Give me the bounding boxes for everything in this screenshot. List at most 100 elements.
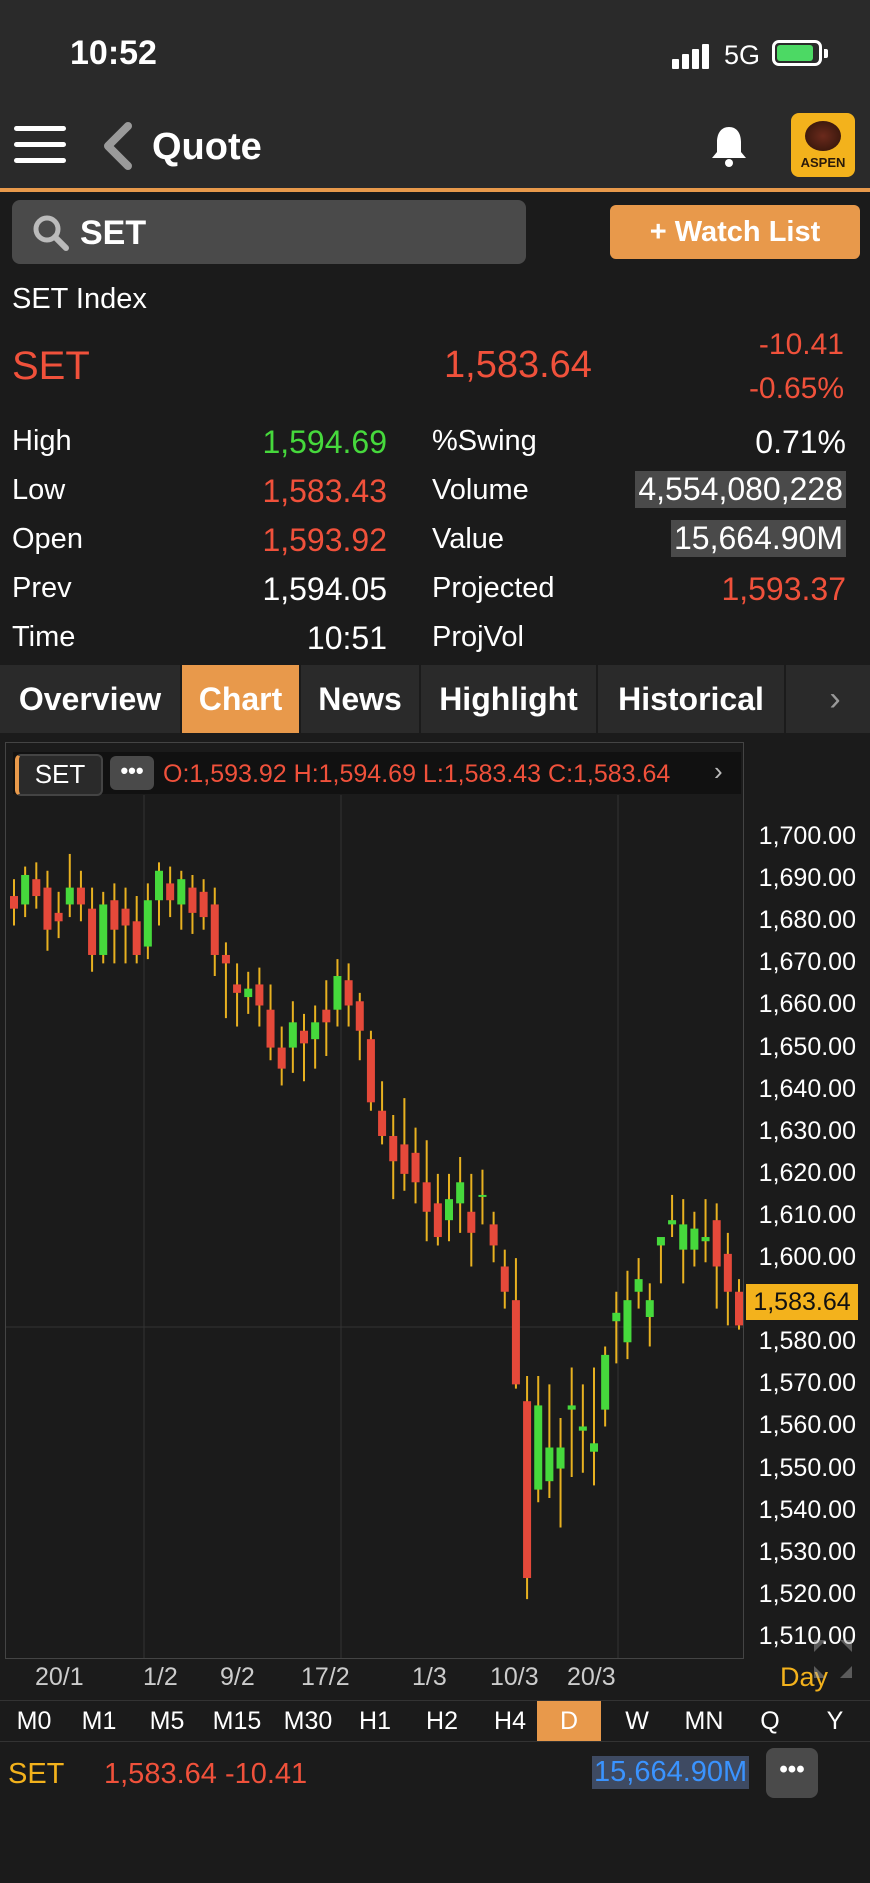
chart-area[interactable] bbox=[5, 742, 744, 1659]
candle bbox=[601, 1346, 610, 1427]
candle bbox=[155, 862, 163, 926]
candle-body bbox=[489, 1224, 498, 1246]
tab-chart[interactable]: Chart bbox=[182, 665, 301, 733]
candle-body bbox=[389, 1135, 398, 1162]
candle-body bbox=[65, 887, 74, 905]
candle bbox=[54, 891, 63, 939]
candle-body bbox=[76, 887, 85, 905]
candle-body bbox=[21, 874, 30, 905]
candle-body bbox=[300, 1030, 308, 1044]
candle bbox=[612, 1291, 621, 1364]
low-value: 1,583.43 bbox=[262, 473, 387, 509]
tab-overview[interactable]: Overview bbox=[0, 665, 182, 733]
tab-highlight[interactable]: Highlight bbox=[421, 665, 598, 733]
candle bbox=[567, 1367, 576, 1477]
candle-body bbox=[110, 900, 119, 930]
candle bbox=[76, 870, 85, 922]
chart-symbol-chip[interactable]: SET bbox=[15, 754, 103, 796]
candle-body bbox=[679, 1224, 688, 1250]
candle bbox=[422, 1140, 431, 1242]
candle-body bbox=[121, 908, 130, 926]
candle bbox=[578, 1384, 587, 1473]
candle-body bbox=[188, 887, 197, 913]
date-tick-label: 9/2 bbox=[220, 1663, 255, 1691]
candle-body bbox=[143, 900, 152, 947]
candle-body bbox=[221, 954, 230, 964]
candle bbox=[679, 1199, 688, 1284]
date-tick-label: 17/2 bbox=[301, 1663, 350, 1691]
timeframe-y[interactable]: Y bbox=[826, 1707, 844, 1735]
tab-news[interactable]: News bbox=[301, 665, 421, 733]
candle bbox=[723, 1232, 732, 1326]
candle-body bbox=[668, 1220, 677, 1225]
tab-scroll-right-icon[interactable]: › bbox=[800, 665, 870, 733]
timeframe-m0[interactable]: M0 bbox=[16, 1707, 52, 1735]
timeframe-h4[interactable]: H4 bbox=[494, 1707, 526, 1735]
price-tick-label: 1,610.00 bbox=[758, 1200, 856, 1229]
candle-body bbox=[233, 984, 242, 993]
tab-historical[interactable]: Historical bbox=[598, 665, 786, 733]
candle-body bbox=[244, 988, 253, 998]
candle-body bbox=[411, 1152, 420, 1183]
candle bbox=[266, 984, 275, 1061]
candle-body bbox=[701, 1237, 710, 1242]
timeframe-h1[interactable]: H1 bbox=[359, 1707, 391, 1735]
candle bbox=[143, 883, 152, 960]
timeframe-m15[interactable]: M15 bbox=[212, 1707, 262, 1735]
prev-value: 1,594.05 bbox=[262, 571, 387, 607]
candle bbox=[244, 971, 253, 1014]
candlestick-chart bbox=[6, 795, 743, 1658]
date-axis: 20/1 1/2 9/2 17/2 1/3 10/3 20/3 bbox=[5, 1659, 744, 1699]
candle bbox=[199, 879, 208, 930]
candle-body bbox=[210, 904, 219, 955]
candle bbox=[511, 1258, 520, 1389]
timeframe-d[interactable]: D bbox=[537, 1701, 601, 1741]
chart-ohlc-readout: O:1,593.92 H:1,594.69 L:1,583.43 C:1,583… bbox=[163, 760, 671, 788]
candle-body bbox=[32, 879, 41, 897]
candle bbox=[188, 874, 197, 934]
back-chevron-icon[interactable] bbox=[102, 122, 136, 179]
candle-body bbox=[500, 1266, 509, 1292]
chart-options-button[interactable]: ••• bbox=[110, 756, 154, 790]
candle-body bbox=[132, 921, 141, 955]
candle-body bbox=[177, 879, 186, 905]
volume-value: 4,554,080,228 bbox=[635, 471, 846, 508]
open-value: 1,593.92 bbox=[262, 522, 387, 558]
timeframe-m5[interactable]: M5 bbox=[149, 1707, 185, 1735]
footer-more-button[interactable]: ••• bbox=[766, 1748, 818, 1798]
timeframe-m1[interactable]: M1 bbox=[81, 1707, 117, 1735]
candle-body bbox=[266, 1009, 275, 1048]
high-label: High bbox=[12, 425, 72, 457]
value-value: 15,664.90M bbox=[670, 520, 846, 557]
ohlc-scroll-icon[interactable]: › bbox=[714, 756, 723, 786]
battery-cap bbox=[824, 49, 828, 58]
aspen-logo[interactable]: ASPEN bbox=[791, 113, 855, 177]
timeframe-q[interactable]: Q bbox=[760, 1707, 780, 1735]
bell-icon[interactable] bbox=[707, 122, 751, 170]
signal-icon bbox=[672, 44, 712, 69]
candle bbox=[288, 1001, 297, 1073]
price-tick-label: 1,630.00 bbox=[758, 1116, 856, 1145]
price-tick-label: 1,670.00 bbox=[758, 948, 856, 977]
price-tick-label: 1,620.00 bbox=[758, 1158, 856, 1187]
timeframe-mn[interactable]: MN bbox=[684, 1707, 724, 1735]
candle-body bbox=[355, 1001, 364, 1031]
candle-body bbox=[511, 1300, 520, 1385]
expand-icon[interactable] bbox=[808, 1634, 858, 1684]
candle-body bbox=[333, 976, 342, 1010]
search-input[interactable]: SET bbox=[12, 200, 526, 264]
footer-value: 15,664.90M bbox=[592, 1756, 750, 1789]
candle bbox=[300, 1013, 308, 1082]
candle bbox=[32, 862, 41, 909]
timeframe-m30[interactable]: M30 bbox=[283, 1707, 333, 1735]
candle bbox=[389, 1114, 398, 1200]
timeframe-w[interactable]: W bbox=[625, 1707, 649, 1735]
high-value: 1,594.69 bbox=[262, 424, 387, 460]
menu-icon[interactable] bbox=[14, 126, 66, 170]
time-label: Time bbox=[12, 621, 76, 653]
candle bbox=[277, 1026, 286, 1086]
candle bbox=[99, 891, 108, 964]
timeframe-h2[interactable]: H2 bbox=[426, 1707, 458, 1735]
candle-body bbox=[311, 1022, 320, 1040]
add-watch-list-button[interactable]: + Watch List bbox=[610, 205, 860, 259]
